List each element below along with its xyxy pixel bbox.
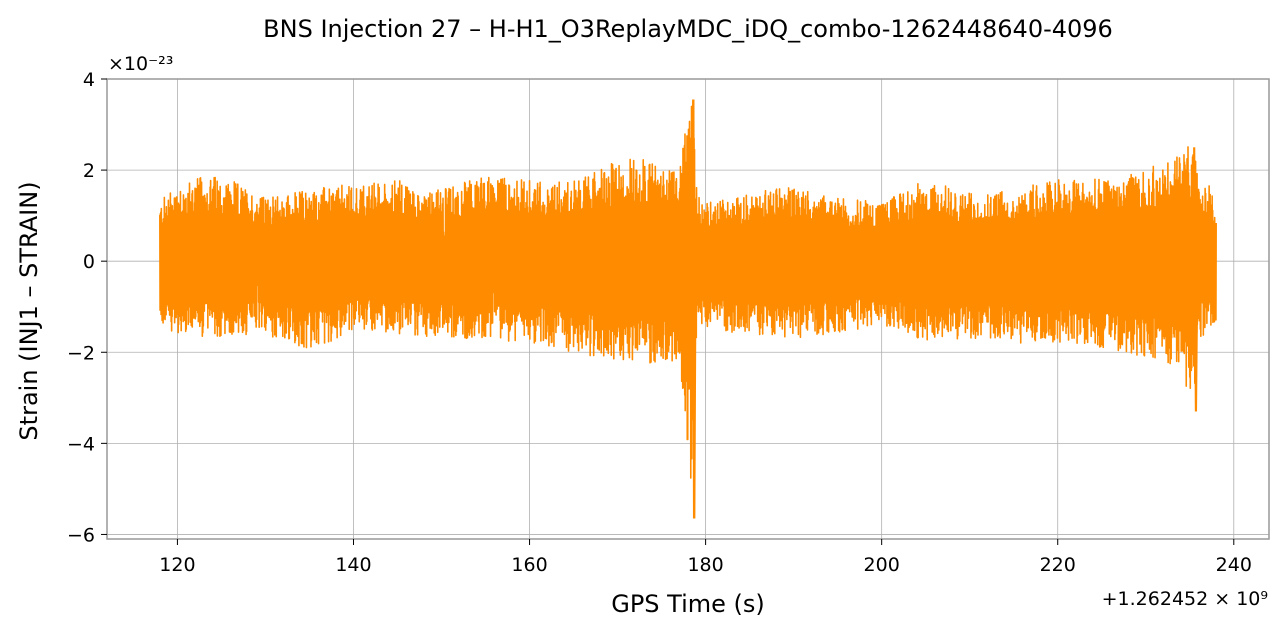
plot-frame [106,78,1270,540]
x-tick-label: 180 [687,554,723,576]
late-spike [1193,147,1199,412]
y-axis-scale-label: ×10⁻²³ [108,53,173,75]
y-tick-label: −2 [67,342,95,364]
chart-title: BNS Injection 27 – H-H1_O3ReplayMDC_iDQ_… [263,15,1113,43]
x-axis-ticks: 120 140 160 180 200 220 240 [159,539,1252,576]
y-tick-label: 0 [83,251,95,273]
series-strain-line [159,99,1217,519]
x-tick-label: 160 [511,554,547,576]
x-tick-label: 240 [1216,554,1252,576]
y-tick-label: 2 [83,160,95,182]
x-tick-label: 120 [159,554,195,576]
x-axis-offset-label: +1.262452 × 10⁹ [1102,588,1268,610]
y-tick-label: −4 [67,433,95,455]
y-axis-label: Strain (INJ1 – STRAIN) [15,181,43,440]
y-tick-label: −6 [67,524,95,546]
x-tick-label: 140 [335,554,371,576]
y-axis-ticks: −6 −4 −2 0 2 4 [67,69,107,546]
y-tick-label: 4 [83,69,95,91]
glitch-spike [690,99,697,519]
x-axis-label: GPS Time (s) [611,590,765,618]
x-tick-label: 200 [864,554,900,576]
x-tick-label: 220 [1040,554,1076,576]
strain-trace [159,105,1217,479]
